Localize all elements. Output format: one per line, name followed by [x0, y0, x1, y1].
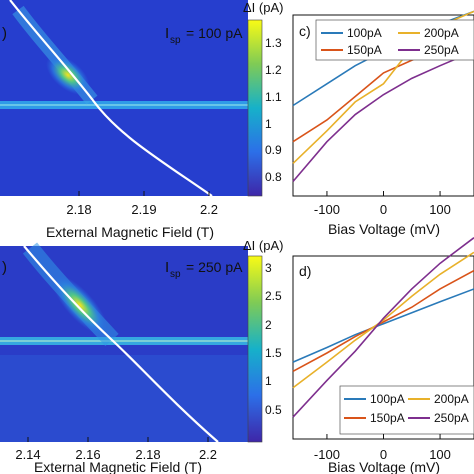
panel-b-xtick-label: 2.14 — [15, 447, 40, 462]
panel-b: ) I sp = 250 pA 2.14 2.16 2.18 2.2 Exter… — [0, 238, 283, 474]
series-line-250pA — [292, 237, 474, 418]
panel-a-xtick-label: 2.19 — [131, 202, 156, 217]
panel-b-colorbar-tick: 1.5 — [265, 346, 282, 360]
legend-c-label-100pA: 100pA — [347, 26, 382, 40]
series-line-250pA — [292, 50, 474, 183]
panel-b-colorbar-tick: 2 — [265, 318, 272, 332]
panel-a-colorbar-title: ΔI (pA) — [243, 0, 283, 15]
panel-b-colorbar-tick: 3 — [265, 261, 272, 275]
panel-b-colorbar — [247, 255, 263, 443]
panel-a-xlabel: External Magnetic Field (T) — [46, 224, 214, 240]
panel-a-colorbar-tick: 0.8 — [265, 170, 282, 184]
panel-a-colorbar-tick: 1 — [265, 117, 272, 131]
series-line-100pA — [292, 288, 474, 363]
legend-d-label-150pA: 150pA — [370, 411, 405, 425]
panel-a-xtick-label: 2.2 — [200, 202, 218, 217]
series-line-150pA — [292, 269, 474, 372]
heatmap-b-horizontal-band-core — [0, 340, 248, 342]
panel-b-label: ) — [2, 259, 7, 276]
panel-b-xtick-label: 2.18 — [135, 447, 160, 462]
heatmap-b-hotspot — [52, 275, 108, 335]
panel-a-setpoint-value: = 100 pA — [186, 25, 243, 41]
panel-d-xticks: -100 0 100 — [314, 434, 451, 462]
heatmap-b-lower-band — [0, 355, 248, 442]
panel-b-setpoint-main: I — [165, 259, 169, 276]
legend-d-label-250pA: 250pA — [434, 411, 469, 425]
panel-b-setpoint-value: = 250 pA — [186, 259, 243, 275]
panel-b-colorbar-tick: 1 — [265, 374, 272, 388]
xtick-label: 100 — [429, 447, 451, 462]
legend-d-label-200pA: 200pA — [434, 392, 469, 406]
panel-b-xtick-label: 2.2 — [199, 447, 217, 462]
heatmap-a-fit-line — [9, 0, 213, 197]
panel-b-xlabel: External Magnetic Field (T) — [34, 459, 202, 474]
panel-a-setpoint-sub: sp — [170, 35, 181, 46]
panel-b-colorbar-tick: 2.5 — [265, 289, 282, 303]
panel-c: c) 100pA 200pA 150pA 250pA -100 0 100 Bias… — [292, 10, 474, 237]
panel-c-label: c) — [299, 23, 311, 39]
panel-a-label: ) — [2, 25, 7, 42]
panel-c-legend-box — [315, 19, 474, 61]
panel-a: ) I sp = 100 pA 2.18 2.19 2.2 External M… — [0, 0, 283, 240]
xtick-label: -100 — [314, 202, 340, 217]
panel-b-xtick-label: 2.16 — [75, 447, 100, 462]
legend-c-label-250pA: 250pA — [424, 43, 459, 57]
xtick-label: -100 — [314, 447, 340, 462]
legend-d-label-100pA: 100pA — [370, 392, 405, 406]
panel-a-colorbar — [247, 19, 263, 197]
panel-b-colorbar-title: ΔI (pA) — [243, 238, 283, 253]
heatmap-a-horizontal-band-core — [0, 104, 248, 106]
xtick-label: 0 — [380, 202, 387, 217]
panel-a-colorbar-tick: 0.9 — [265, 143, 282, 157]
panel-c-xticks: -100 0 100 — [314, 191, 451, 217]
panel-a-xtick-label: 2.18 — [66, 202, 91, 217]
panel-a-colorbar-tick: 1.2 — [265, 63, 282, 77]
panel-d-xlabel: Bias Voltage (mV) — [328, 459, 440, 474]
panel-c-xlabel: Bias Voltage (mV) — [328, 221, 440, 237]
panel-d-label: d) — [299, 263, 311, 279]
legend-c-label-150pA: 150pA — [347, 43, 382, 57]
heatmap-b-fit-line — [23, 245, 219, 443]
panel-a-setpoint-main: I — [165, 25, 169, 42]
heatmap-a-hotspot — [46, 55, 90, 95]
legend-c-label-200pA: 200pA — [424, 26, 459, 40]
panel-a-colorbar-tick: 1.3 — [265, 36, 282, 50]
series-line-200pA — [292, 251, 474, 389]
panel-a-colorbar-tick: 1.1 — [265, 90, 282, 104]
panel-d-series-group — [292, 237, 474, 418]
panel-b-setpoint-sub: sp — [170, 269, 181, 280]
panel-d: d) 100pA 200pA 150pA 250pA -100 0 100 Bias… — [292, 237, 474, 474]
panel-d-legend-box — [339, 385, 474, 435]
xtick-label: 0 — [380, 447, 387, 462]
panel-b-colorbar-tick: 0.5 — [265, 403, 282, 417]
xtick-label: 100 — [429, 202, 451, 217]
